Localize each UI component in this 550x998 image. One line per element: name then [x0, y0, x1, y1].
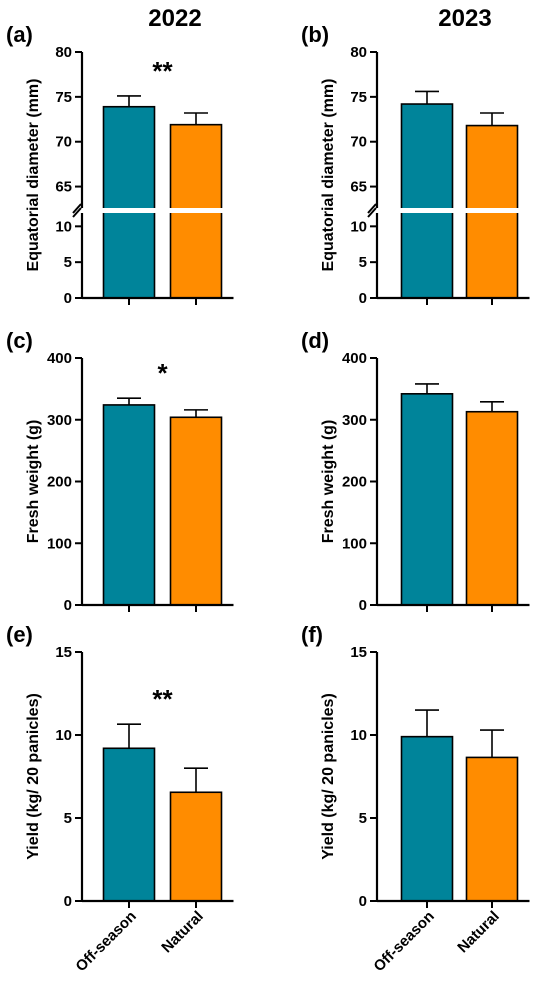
- bar-off-season: [102, 747, 156, 902]
- y-tick-label: 100: [342, 535, 367, 552]
- chart-panel-f: 0 5 10 15 Yield (kg/ 20 panicles) (f) Off-seas…: [301, 622, 530, 975]
- y-tick-label: 10: [55, 727, 72, 744]
- y-axis-label: Yield (kg/ 20 panicles): [25, 693, 42, 860]
- y-tick-label: 10: [350, 727, 367, 744]
- y-axis-label: Yield (kg/ 20 panicles): [320, 693, 337, 860]
- y-axis-label: Equatorial diameter (mm): [25, 79, 42, 272]
- y-tick-label: 0: [64, 290, 72, 307]
- x-category-label: Off-season: [72, 908, 139, 975]
- bar-off-season: [400, 103, 454, 299]
- year-label-2023: 2023: [438, 5, 491, 32]
- y-tick-label: 200: [342, 474, 367, 491]
- panel-label: (a): [6, 22, 33, 47]
- bar-off-season: [400, 393, 454, 606]
- y-tick-label: 5: [359, 810, 367, 827]
- panels-group: 0 5 10 65 70 75 80 Equatorial diameter (mm) (a) *…: [6, 22, 530, 975]
- panel-label: (e): [6, 622, 33, 647]
- y-tick-label: 10: [350, 218, 367, 235]
- bar-off-season: [102, 105, 156, 299]
- chart-panel-d: 0 100 200 300 400 Fresh weight (g) (d): [301, 328, 530, 614]
- bar-natural: [465, 410, 519, 606]
- panel-label: (b): [301, 22, 329, 47]
- panel-label: (f): [301, 622, 323, 647]
- y-tick-label: 200: [47, 474, 72, 491]
- y-axis-label: Fresh weight (g): [320, 420, 337, 544]
- y-axis-label: Equatorial diameter (mm): [320, 79, 337, 272]
- y-tick-label: 10: [55, 218, 72, 235]
- axis-break-gap: [70, 208, 226, 213]
- chart-panel-e: 0 5 10 15 Yield (kg/ 20 panicles) (e) ** Off-se…: [6, 622, 234, 975]
- bar-natural: [465, 756, 519, 902]
- chart-panel-b: 0 5 10 65 70 75 80 Equatorial diameter (mm) (b): [301, 22, 530, 307]
- y-tick-label: 70: [55, 134, 72, 151]
- y-tick-label: 300: [47, 412, 72, 429]
- panel-label: (c): [6, 328, 33, 353]
- axis-break-mark: [367, 203, 377, 214]
- y-tick-label: 400: [342, 350, 367, 367]
- y-tick-label: 65: [55, 179, 72, 196]
- bar-off-season: [102, 404, 156, 606]
- y-tick-label: 0: [359, 597, 367, 614]
- y-tick-label: 80: [55, 44, 72, 61]
- axis-break-mark: [367, 207, 377, 218]
- y-axis-label: Fresh weight (g): [25, 420, 42, 544]
- y-tick-label: 0: [64, 893, 72, 910]
- y-tick-label: 100: [47, 535, 72, 552]
- x-category-label: Natural: [454, 908, 503, 957]
- axis-break-gap: [365, 208, 522, 213]
- y-tick-label: 70: [350, 134, 367, 151]
- panel-label: (d): [301, 328, 329, 353]
- x-category-label: Off-season: [370, 908, 437, 975]
- y-tick-label: 80: [350, 44, 367, 61]
- y-tick-label: 0: [359, 893, 367, 910]
- significance-marker: *: [157, 358, 168, 388]
- y-tick-label: 0: [64, 597, 72, 614]
- y-tick-label: 15: [350, 644, 367, 661]
- bar-off-season: [400, 735, 454, 902]
- significance-marker: **: [152, 56, 173, 86]
- y-tick-label: 300: [342, 412, 367, 429]
- y-tick-label: 0: [359, 290, 367, 307]
- y-tick-label: 15: [55, 644, 72, 661]
- axis-break-mark: [72, 203, 82, 214]
- y-tick-label: 400: [47, 350, 72, 367]
- y-tick-label: 75: [350, 89, 367, 106]
- y-tick-label: 5: [64, 810, 72, 827]
- y-tick-label: 5: [359, 254, 367, 271]
- chart-panel-c: 0 100 200 300 400 Fresh weight (g) (c) *: [6, 328, 234, 614]
- significance-marker: **: [152, 684, 173, 714]
- axis-break-mark: [72, 207, 82, 218]
- y-tick-label: 5: [64, 254, 72, 271]
- year-label-2022: 2022: [148, 5, 201, 32]
- bar-natural: [169, 791, 223, 902]
- y-tick-label: 65: [350, 179, 367, 196]
- y-tick-label: 75: [55, 89, 72, 106]
- chart-panel-a: 0 5 10 65 70 75 80 Equatorial diameter (mm) (a) *…: [6, 22, 234, 307]
- bar-natural: [169, 416, 223, 606]
- x-category-label: Natural: [158, 908, 207, 957]
